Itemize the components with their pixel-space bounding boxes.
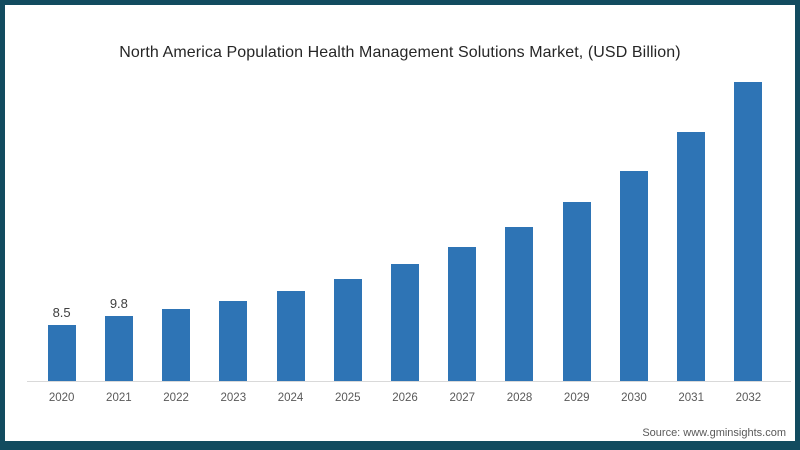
bar-group-2032: 2032 <box>720 5 777 404</box>
bar-group-2022: 2022 <box>147 5 204 404</box>
x-tick-label-2028: 2028 <box>506 392 533 404</box>
bar-group-2027: 2027 <box>434 5 491 404</box>
bar-group-2020: 8.5 2020 <box>33 5 90 404</box>
x-tick-label-2030: 2030 <box>621 392 647 404</box>
bar-group-2024: 2024 <box>262 5 319 404</box>
x-tick-label-2026: 2026 <box>392 392 418 404</box>
bar-group-2023: 2023 <box>205 5 262 404</box>
x-tick-label-2027: 2027 <box>449 392 476 404</box>
bar-2025 <box>333 278 362 381</box>
x-tick-label-2031: 2031 <box>678 392 704 404</box>
x-tick-label-2020: 2020 <box>48 392 75 404</box>
x-tick-label-2032: 2032 <box>735 392 762 404</box>
x-axis-line <box>27 381 791 382</box>
bar-2032 <box>734 82 763 381</box>
bar-group-2028: 2028 <box>491 5 548 404</box>
bar-2026 <box>391 263 420 381</box>
bar-2029 <box>562 201 591 381</box>
bar-2020 <box>47 324 76 381</box>
bar-2027 <box>448 247 477 381</box>
bar-value-label-2020: 8.5 <box>52 304 71 320</box>
bar-group-2031: 2031 <box>663 5 720 404</box>
bar-2023 <box>219 300 248 381</box>
bar-group-2021: 9.8 2021 <box>90 5 147 404</box>
bar-2028 <box>505 226 534 381</box>
source-credit: Source: www.gminsights.com <box>642 427 786 439</box>
bar-value-label-2021: 9.8 <box>109 296 128 312</box>
x-tick-label-2029: 2029 <box>563 392 590 404</box>
bar-2030 <box>619 171 648 381</box>
bar-group-2026: 2026 <box>376 5 433 404</box>
x-tick-label-2024: 2024 <box>277 392 304 404</box>
bar-group-2025: 2025 <box>319 5 376 404</box>
bar-2031 <box>677 131 706 381</box>
x-tick-label-2023: 2023 <box>220 392 247 404</box>
bar-2024 <box>276 290 305 381</box>
chart-title: North America Population Health Manageme… <box>119 44 681 61</box>
x-tick-label-2025: 2025 <box>334 392 361 404</box>
bars-container: 8.5 2020 9.8 2021 2022 2023 2024 2025 2026 2027 20… <box>33 5 777 404</box>
x-tick-label-2022: 2022 <box>163 392 189 404</box>
bar-group-2029: 2029 <box>548 5 605 404</box>
bar-group-2030: 2030 <box>605 5 662 404</box>
x-tick-label-2021: 2021 <box>106 392 132 404</box>
bar-2022 <box>162 309 191 381</box>
bar-2021 <box>104 316 133 381</box>
